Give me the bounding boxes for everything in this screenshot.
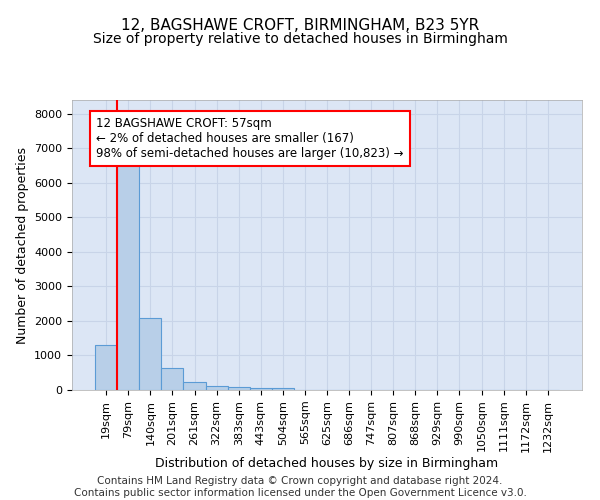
Text: 12 BAGSHAWE CROFT: 57sqm
← 2% of detached houses are smaller (167)
98% of semi-d: 12 BAGSHAWE CROFT: 57sqm ← 2% of detache…	[96, 118, 404, 160]
Bar	[250, 388, 272, 390]
Bar	[95, 345, 117, 390]
Bar	[206, 386, 227, 390]
Y-axis label: Number of detached properties: Number of detached properties	[16, 146, 29, 344]
Bar	[184, 382, 206, 390]
Bar	[161, 368, 184, 390]
Text: 12, BAGSHAWE CROFT, BIRMINGHAM, B23 5YR: 12, BAGSHAWE CROFT, BIRMINGHAM, B23 5YR	[121, 18, 479, 32]
X-axis label: Distribution of detached houses by size in Birmingham: Distribution of detached houses by size …	[155, 458, 499, 470]
Bar	[117, 163, 139, 390]
Bar	[272, 388, 294, 390]
Bar	[227, 386, 250, 390]
Bar	[139, 318, 161, 390]
Text: Size of property relative to detached houses in Birmingham: Size of property relative to detached ho…	[92, 32, 508, 46]
Text: Contains HM Land Registry data © Crown copyright and database right 2024.
Contai: Contains HM Land Registry data © Crown c…	[74, 476, 526, 498]
